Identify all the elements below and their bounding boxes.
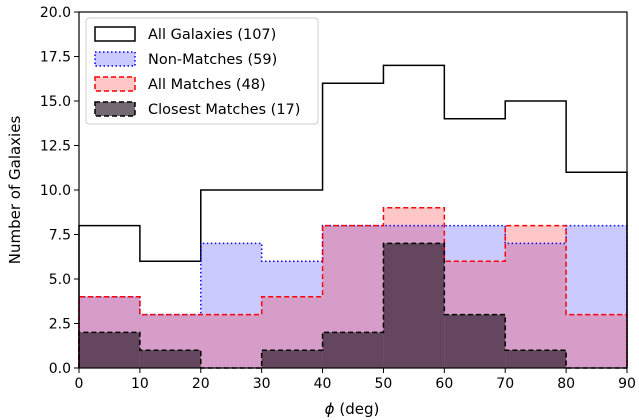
x-tick-label: 50: [375, 376, 393, 392]
all-galaxies-legend-label: All Galaxies (107): [148, 27, 276, 43]
x-tick-label: 40: [314, 376, 332, 392]
closest-matches-bar: [505, 350, 567, 368]
closest-matches-legend-label: Closest Matches (17): [148, 102, 300, 118]
all-matches-bar: [566, 314, 627, 368]
all-matches-legend-label: All Matches (48): [148, 77, 266, 93]
non-matches-bar: [505, 243, 567, 368]
non-matches-legend-label: Non-Matches (59): [148, 52, 277, 68]
non-matches-bar: [566, 225, 627, 368]
plot-area: [78, 64, 628, 369]
closest-matches-bar: [79, 332, 140, 368]
all-matches-bar: [200, 314, 262, 368]
x-tick-label: 70: [496, 376, 514, 392]
y-tick-label: 0.0: [49, 361, 71, 377]
y-tick-label: 17.5: [40, 50, 71, 66]
closest-matches-bar: [383, 243, 445, 368]
y-tick-label: 15.0: [40, 94, 71, 110]
x-tick-label: 20: [192, 376, 210, 392]
closest-matches-legend-swatch: [94, 101, 136, 117]
non-matches-bar: [200, 243, 262, 368]
x-tick-label: 80: [557, 376, 575, 392]
closest-matches-bar: [322, 332, 384, 368]
closest-matches-bar: [261, 350, 323, 368]
x-axis-label: ϕ (deg): [325, 400, 380, 418]
all-matches-bar: [505, 225, 567, 368]
all-matches-outline: [78, 207, 628, 368]
non-matches-legend-swatch: [94, 51, 136, 67]
all-galaxies-outline: [78, 64, 628, 368]
legend: All Galaxies (107) Non-Matches (59) All Ma…: [85, 17, 319, 125]
y-tick-label: 7.5: [49, 228, 71, 244]
y-tick-label: 5.0: [49, 272, 71, 288]
x-tick-label: 90: [618, 376, 636, 392]
x-tick-label: 60: [435, 376, 453, 392]
legend-box: [85, 17, 319, 125]
closest-matches-bar: [444, 314, 506, 368]
y-axis-label: Number of Galaxies: [6, 116, 24, 265]
x-tick-label: 0: [75, 376, 84, 392]
x-tick-label: 10: [131, 376, 149, 392]
closest-matches-outline: [78, 242, 627, 369]
axes: 0 10 20 30 40 50 60 70 80 90 0.0 2.5 5.0 7.5 10.0 12.5 1…: [40, 5, 636, 392]
all-galaxies-legend-swatch: [94, 26, 136, 42]
y-tick-label: 20.0: [40, 5, 71, 21]
y-tick-label: 10.0: [40, 183, 71, 199]
x-tick-label: 30: [253, 376, 271, 392]
all-matches-legend-swatch: [94, 76, 136, 92]
closest-matches-bar: [139, 350, 201, 368]
y-tick-label: 2.5: [49, 317, 71, 333]
y-tick-label: 12.5: [40, 139, 71, 155]
